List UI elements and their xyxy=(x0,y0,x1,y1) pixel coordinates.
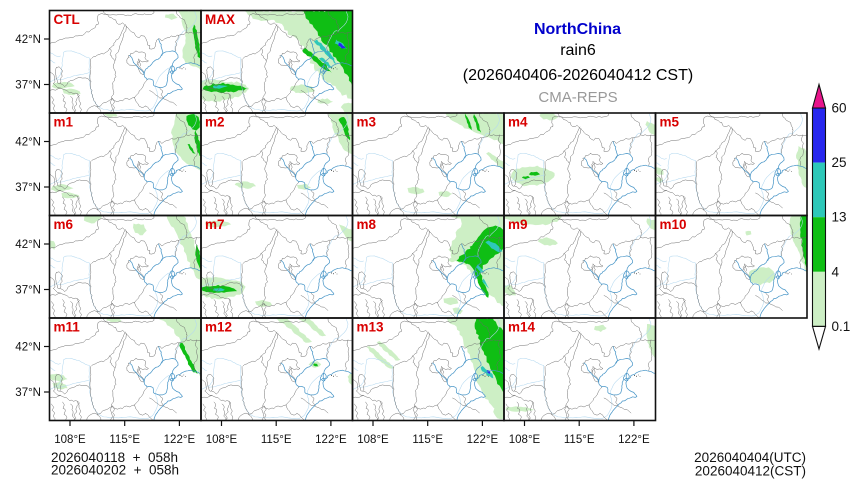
svg-text:CTL: CTL xyxy=(54,12,80,27)
svg-text:122°E: 122°E xyxy=(467,434,499,446)
svg-text:m3: m3 xyxy=(357,115,377,130)
svg-text:m14: m14 xyxy=(508,320,536,335)
svg-text:m1: m1 xyxy=(54,115,74,130)
svg-text:13: 13 xyxy=(832,210,847,225)
svg-text:122°E: 122°E xyxy=(315,434,347,446)
svg-text:37°N: 37°N xyxy=(15,285,41,297)
svg-text:m6: m6 xyxy=(54,217,74,232)
svg-text:m9: m9 xyxy=(508,217,528,232)
svg-text:108°E: 108°E xyxy=(54,434,86,446)
svg-text:m4: m4 xyxy=(508,115,528,130)
svg-text:115°E: 115°E xyxy=(412,434,443,446)
svg-text:m5: m5 xyxy=(660,115,680,130)
svg-text:115°E: 115°E xyxy=(261,434,292,446)
svg-text:37°N: 37°N xyxy=(15,182,41,194)
svg-text:m7: m7 xyxy=(205,217,225,232)
svg-text:NorthChina: NorthChina xyxy=(534,21,621,38)
svg-text:122°E: 122°E xyxy=(618,434,650,446)
svg-text:37°N: 37°N xyxy=(15,80,41,92)
svg-text:42°N: 42°N xyxy=(15,137,41,149)
svg-text:m11: m11 xyxy=(54,320,81,335)
svg-text:60: 60 xyxy=(832,101,847,116)
svg-text:42°N: 42°N xyxy=(15,34,41,46)
svg-text:4: 4 xyxy=(832,264,840,279)
svg-text:122°E: 122°E xyxy=(164,434,196,446)
svg-text:m10: m10 xyxy=(660,217,687,232)
svg-text:2026040412(CST): 2026040412(CST) xyxy=(695,464,806,479)
svg-text:m2: m2 xyxy=(205,115,225,130)
svg-text:m8: m8 xyxy=(357,217,377,232)
svg-text:42°N: 42°N xyxy=(15,239,41,251)
svg-text:CMA-REPS: CMA-REPS xyxy=(538,89,617,106)
svg-text:(2026040406-2026040412 CST): (2026040406-2026040412 CST) xyxy=(463,67,693,84)
svg-text:0.1: 0.1 xyxy=(832,319,851,334)
svg-text:25: 25 xyxy=(832,155,847,170)
svg-text:115°E: 115°E xyxy=(564,434,595,446)
svg-text:115°E: 115°E xyxy=(109,434,140,446)
svg-text:37°N: 37°N xyxy=(15,387,41,399)
svg-text:108°E: 108°E xyxy=(357,434,389,446)
svg-text:m12: m12 xyxy=(205,320,232,335)
svg-text:108°E: 108°E xyxy=(509,434,541,446)
svg-text:42°N: 42°N xyxy=(15,342,41,354)
svg-text:2026040404(UTC): 2026040404(UTC) xyxy=(694,450,806,465)
svg-text:m13: m13 xyxy=(357,320,385,335)
svg-text:2026040202 + 058h: 2026040202 + 058h xyxy=(51,463,179,478)
svg-text:MAX: MAX xyxy=(205,12,235,27)
svg-text:rain6: rain6 xyxy=(560,42,596,59)
svg-text:108°E: 108°E xyxy=(206,434,238,446)
svg-text:2026040118 + 058h: 2026040118 + 058h xyxy=(51,450,178,465)
